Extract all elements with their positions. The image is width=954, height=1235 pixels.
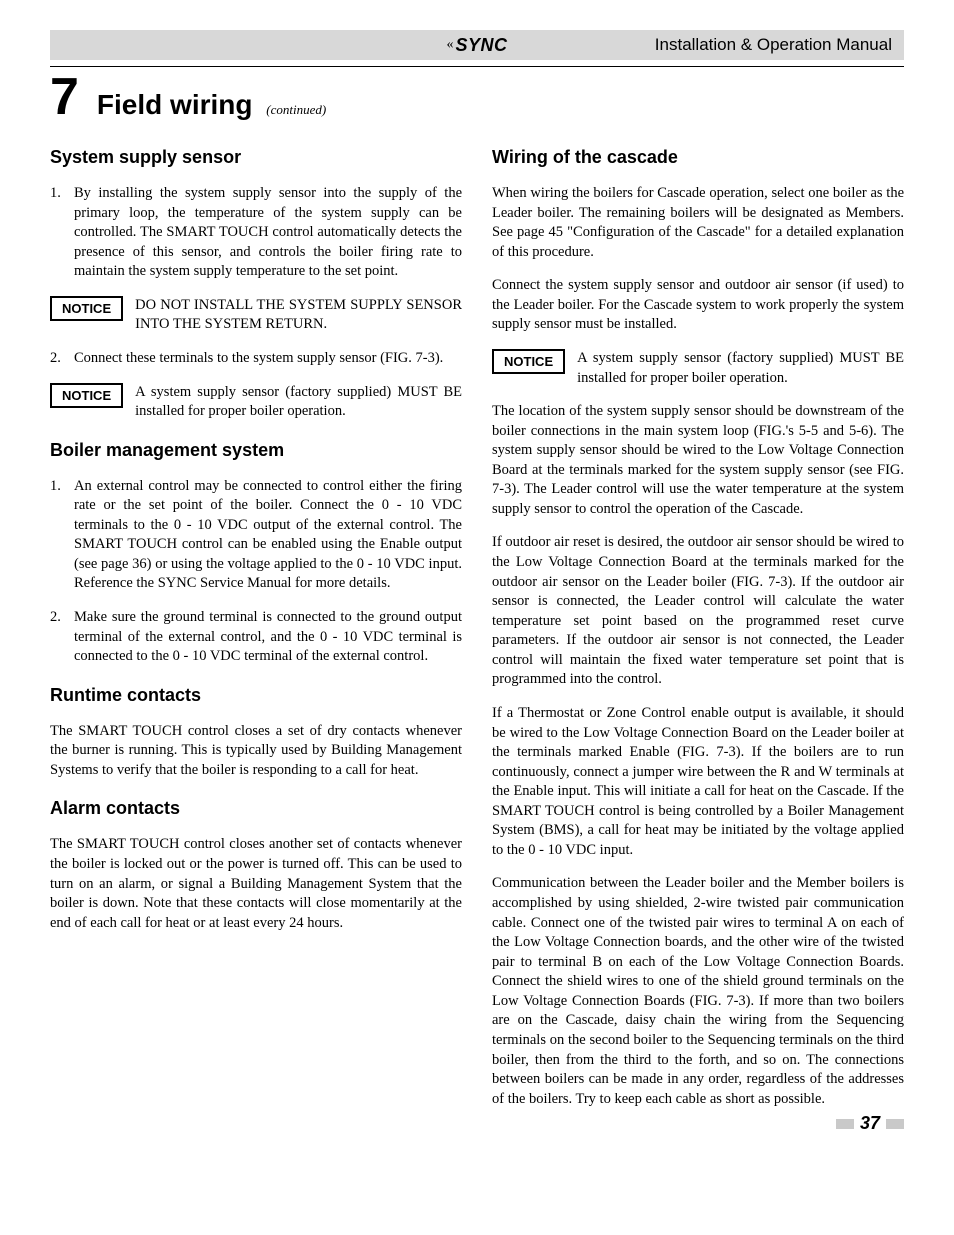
notice-label: NOTICE xyxy=(50,383,123,408)
notice-text: A system supply sensor (factory supplied… xyxy=(135,383,462,422)
notice-text: A system supply sensor (factory supplied… xyxy=(577,349,904,388)
list-item: Make sure the ground terminal is connect… xyxy=(50,608,462,667)
chapter-continued: (continued) xyxy=(266,102,326,117)
logo-arrows-icon: « xyxy=(446,37,453,53)
notice-label: NOTICE xyxy=(50,296,123,321)
notice-text: DO NOT INSTALL THE SYSTEM SUPPLY SENSOR … xyxy=(135,296,462,335)
logo-text: SYNC xyxy=(455,35,507,56)
body-paragraph: The SMART TOUCH control closes another s… xyxy=(50,835,462,933)
document-title: Installation & Operation Manual xyxy=(655,35,892,55)
chapter-title-text: Field wiring xyxy=(97,89,253,120)
footer-decor-icon xyxy=(836,1119,854,1129)
chapter-heading: 7 Field wiring (continued) xyxy=(50,66,904,123)
left-column: System supply sensor By installing the s… xyxy=(50,141,462,1134)
section-heading: Alarm contacts xyxy=(50,798,462,819)
ordered-list: Connect these terminals to the system su… xyxy=(50,349,462,369)
list-item: By installing the system supply sensor i… xyxy=(50,184,462,282)
section-heading: Wiring of the cascade xyxy=(492,147,904,168)
body-paragraph: Connect the system supply sensor and out… xyxy=(492,276,904,335)
section-heading: Runtime contacts xyxy=(50,685,462,706)
body-paragraph: If a Thermostat or Zone Control enable o… xyxy=(492,704,904,861)
section-heading: System supply sensor xyxy=(50,147,462,168)
page-footer: 37 xyxy=(492,1113,904,1134)
notice-block: NOTICE DO NOT INSTALL THE SYSTEM SUPPLY … xyxy=(50,296,462,335)
body-paragraph: Communication between the Leader boiler … xyxy=(492,874,904,1109)
ordered-list: By installing the system supply sensor i… xyxy=(50,184,462,282)
notice-block: NOTICE A system supply sensor (factory s… xyxy=(492,349,904,388)
list-item: An external control may be connected to … xyxy=(50,477,462,594)
chapter-title: Field wiring (continued) xyxy=(97,89,326,121)
list-item: Connect these terminals to the system su… xyxy=(50,349,462,369)
section-heading: Boiler management system xyxy=(50,440,462,461)
ordered-list: An external control may be connected to … xyxy=(50,477,462,667)
page: « SYNC Installation & Operation Manual 7… xyxy=(0,0,954,1164)
header-bar: « SYNC Installation & Operation Manual xyxy=(50,30,904,60)
body-paragraph: When wiring the boilers for Cascade oper… xyxy=(492,184,904,262)
body-paragraph: The location of the system supply sensor… xyxy=(492,402,904,519)
body-paragraph: The SMART TOUCH control closes a set of … xyxy=(50,722,462,781)
right-column: Wiring of the cascade When wiring the bo… xyxy=(492,141,904,1134)
notice-block: NOTICE A system supply sensor (factory s… xyxy=(50,383,462,422)
footer-decor-icon xyxy=(886,1119,904,1129)
chapter-number: 7 xyxy=(50,71,79,123)
two-column-layout: System supply sensor By installing the s… xyxy=(50,141,904,1134)
body-paragraph: If outdoor air reset is desired, the out… xyxy=(492,533,904,690)
notice-label: NOTICE xyxy=(492,349,565,374)
page-number: 37 xyxy=(860,1113,880,1134)
brand-logo: « SYNC xyxy=(446,35,507,56)
